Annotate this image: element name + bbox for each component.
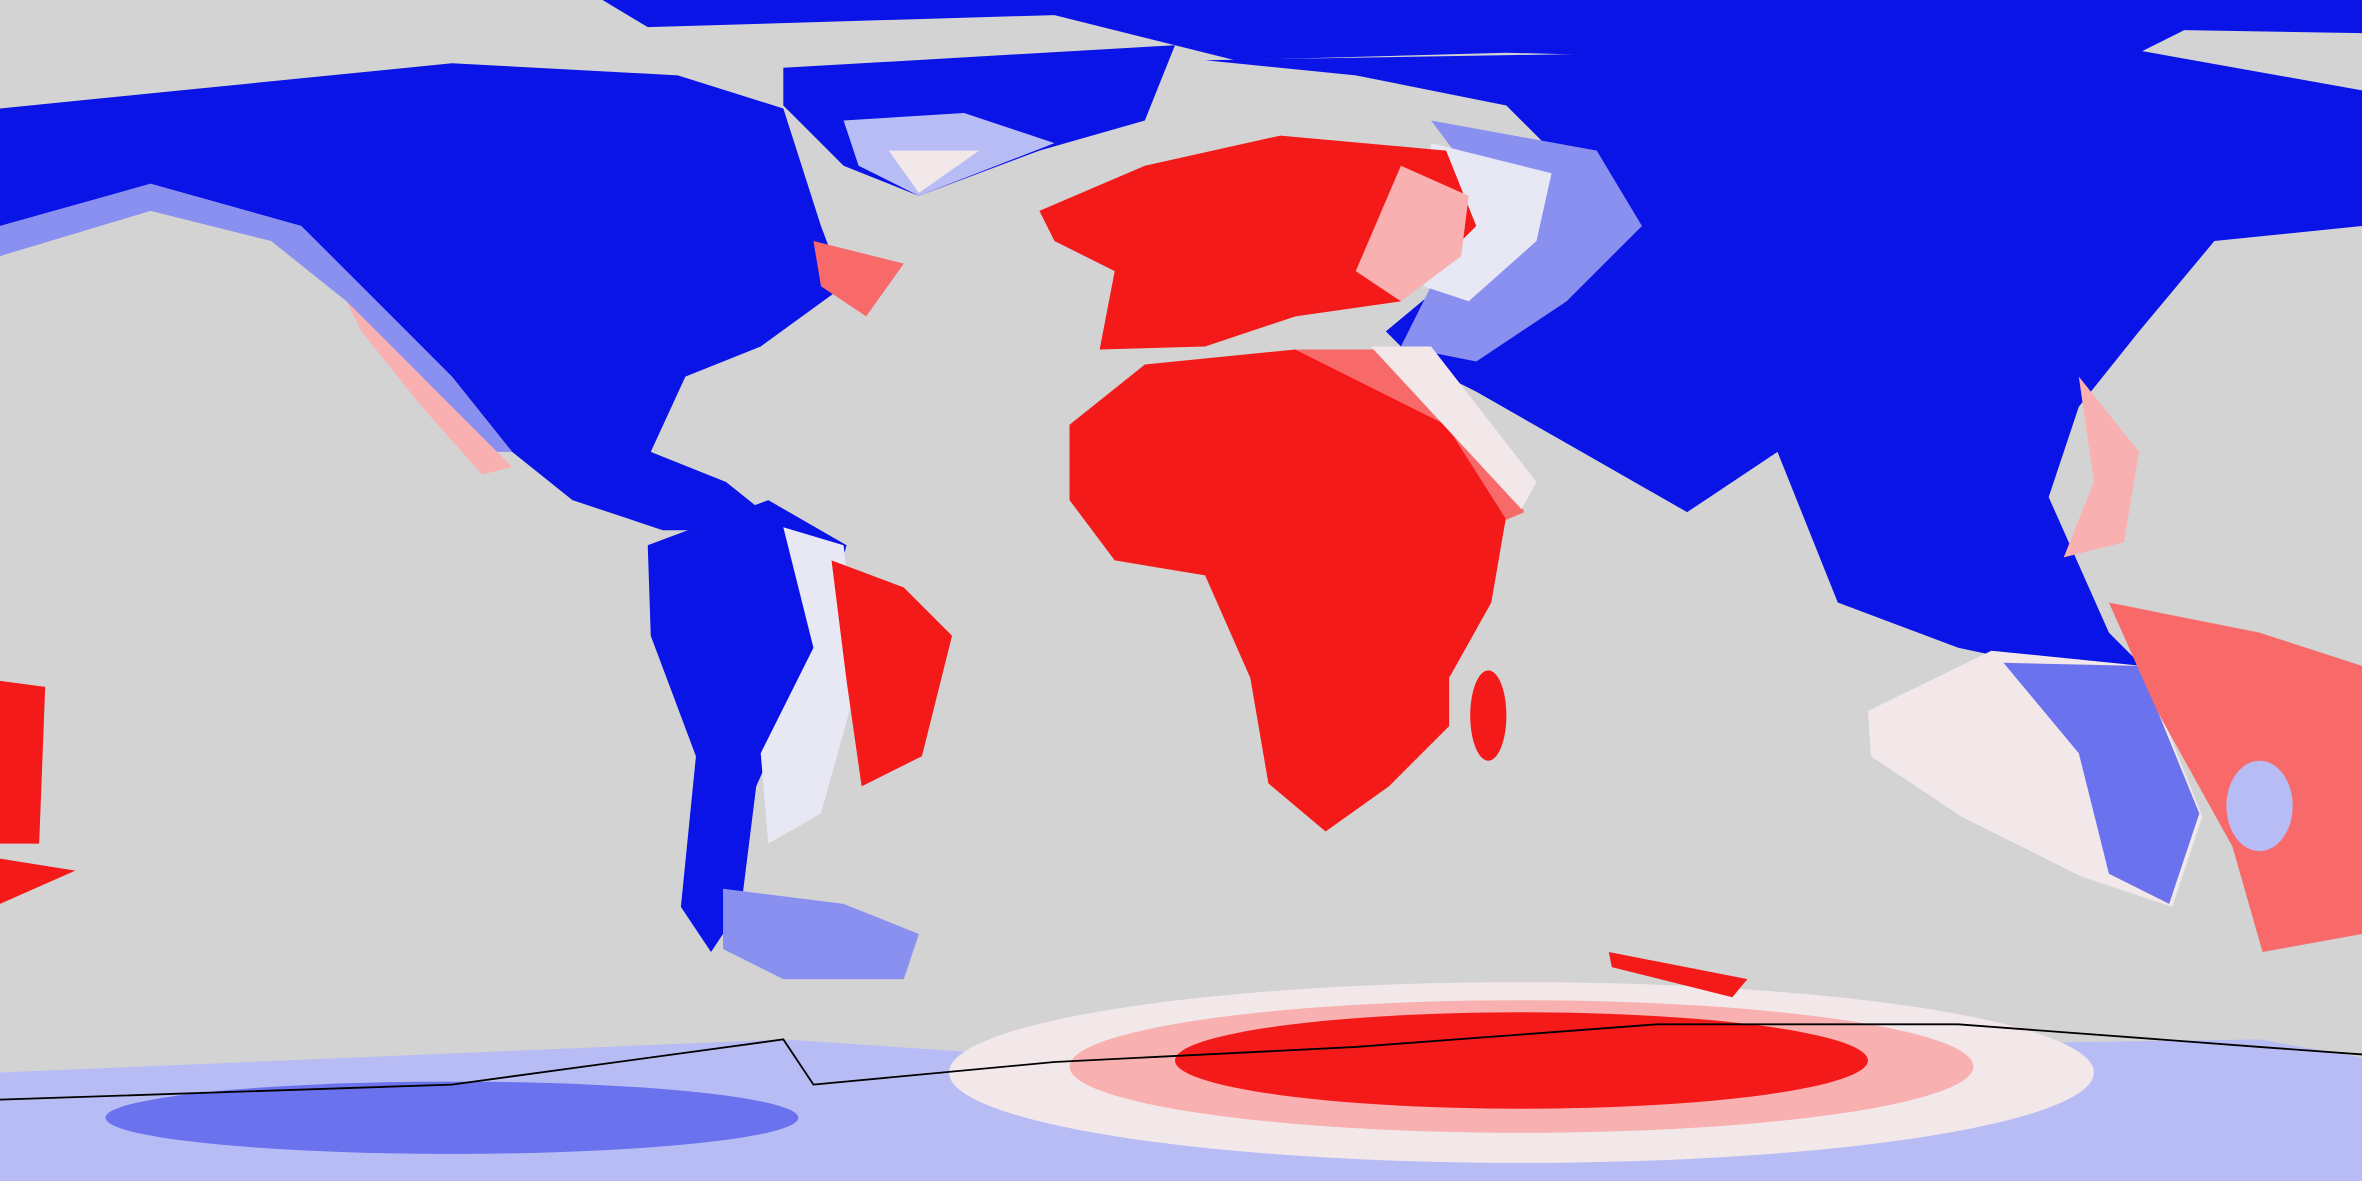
west-pacific-red: [0, 680, 46, 844]
greenland-white: [888, 150, 980, 193]
atlantic-red: [813, 241, 904, 317]
west-coast-red: [346, 301, 513, 475]
south-america-red: [831, 560, 953, 787]
antarctic-coastline: [0, 1023, 2362, 1101]
south-america-white: [760, 527, 859, 844]
west-pacific-red-2: [0, 858, 76, 904]
europe-pink: [1355, 165, 1469, 302]
australia-blue: [2003, 662, 2200, 904]
japan-trench-red: [2063, 376, 2140, 558]
eurasia-blue: [1205, 45, 2362, 693]
patagonia-blue: [723, 888, 919, 980]
south-america-blue: [647, 500, 847, 953]
southern-ocean-red: [1608, 952, 1748, 998]
africa-white: [1370, 346, 1537, 510]
africa-red: [1069, 349, 1507, 832]
antarctic-red: [1174, 1012, 1868, 1109]
north-america-blue: [0, 63, 844, 531]
europe-red: [1039, 135, 1477, 350]
antarctic-blue: [105, 1081, 799, 1154]
madagascar-red: [1470, 670, 1507, 761]
pacific-blue-spot: [2226, 760, 2293, 852]
